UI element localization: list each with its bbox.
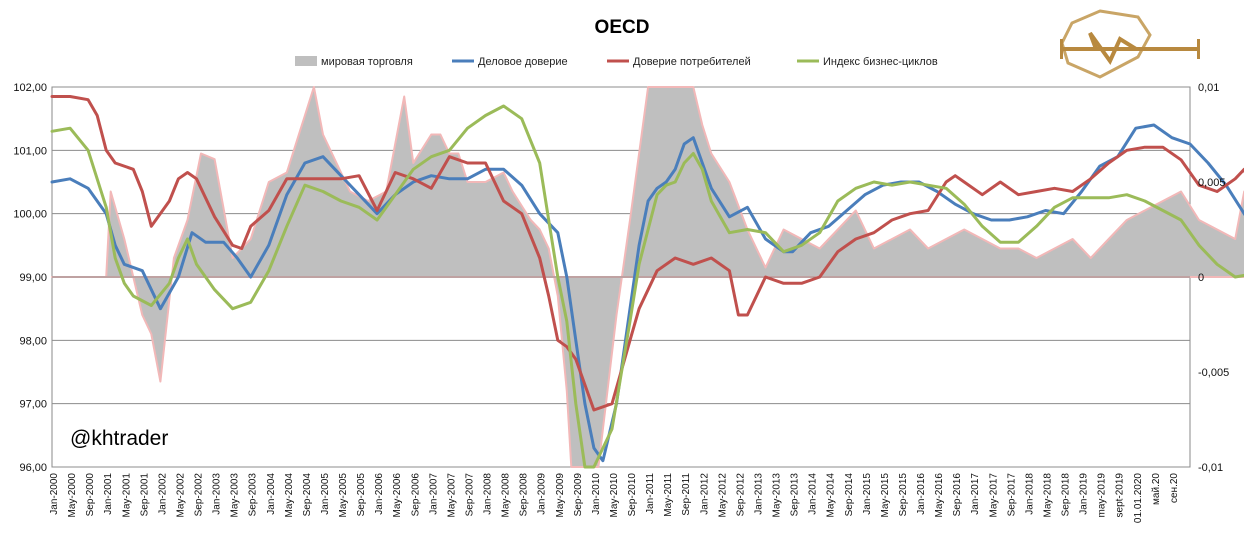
x-tick-label: May-2000 <box>67 473 78 518</box>
y-right-tick-label: -0,005 <box>1198 367 1229 379</box>
y-right-tick-label: -0,01 <box>1198 462 1223 474</box>
x-tick-label: Jan-2019 <box>1079 473 1090 515</box>
x-tick-label: Sep-2010 <box>627 473 638 517</box>
x-tick-label: Sep-2012 <box>735 473 746 517</box>
x-tick-label: May-2007 <box>446 473 457 518</box>
x-tick-label: Jan-2009 <box>537 473 548 515</box>
x-tick-label: Sep-2013 <box>790 473 801 517</box>
x-tick-label: Sep-2004 <box>302 473 313 517</box>
x-tick-label: Jan-2008 <box>483 473 494 515</box>
x-tick-label: Jan-2017 <box>970 473 981 515</box>
x-tick-label: May-2018 <box>1043 473 1054 518</box>
x-tick-label: May-2009 <box>555 473 566 518</box>
y-left-tick-label: 97,00 <box>19 399 47 411</box>
x-tick-label: Jan-2016 <box>916 473 927 515</box>
x-tick-label: May-2016 <box>934 473 945 518</box>
x-tick-label: May-2002 <box>175 473 186 518</box>
x-tick-label: May-2006 <box>392 473 403 518</box>
x-tick-label: May-2004 <box>284 473 295 518</box>
legend-label: мировая торговля <box>321 56 413 68</box>
x-tick-label: Jan-2007 <box>428 473 439 515</box>
y-left-tick-label: 99,00 <box>19 272 47 284</box>
logo-emblem-icon <box>1060 9 1200 79</box>
x-tick-label: Sep-2001 <box>139 473 150 517</box>
y-left-tick-label: 102,00 <box>13 82 47 94</box>
y-axis-left: 96,00 97,00 98,00 99,00 100,00 101,00 102,00 <box>13 82 47 474</box>
y-left-tick-label: 98,00 <box>19 335 47 347</box>
x-tick-label: Sep-2011 <box>681 473 692 516</box>
x-tick-label: Jan-2004 <box>266 473 277 515</box>
x-tick-label: Jan-2001 <box>103 473 114 515</box>
x-tick-label: May-2015 <box>880 473 891 518</box>
x-tick-label: Jan-2010 <box>591 473 602 515</box>
x-tick-label: Jan-2006 <box>374 473 385 515</box>
area-series-layer <box>51 86 1244 468</box>
chart-title: OECD <box>595 17 650 38</box>
x-tick-label: Jan-2011 <box>645 473 656 514</box>
legend-label: Деловое доверие <box>478 56 568 68</box>
y-right-tick-label: 0 <box>1198 272 1204 284</box>
x-tick-label: May-2005 <box>338 473 349 518</box>
legend-label: Доверие потребителей <box>633 56 751 68</box>
x-tick-label: Sep-2018 <box>1061 473 1072 517</box>
x-tick-label: Sep-2014 <box>844 473 855 517</box>
x-tick-label: Jan-2003 <box>212 473 223 515</box>
x-tick-label: Jan-2012 <box>699 473 710 515</box>
x-tick-label: 01.01.2020 <box>1133 473 1144 523</box>
x-tick-label: sept-2019 <box>1115 473 1126 518</box>
x-tick-label: May-2003 <box>230 473 241 518</box>
x-tick-label: сен.20 <box>1169 473 1180 503</box>
x-tick-label: May-2011 <box>663 473 674 517</box>
y-left-tick-label: 100,00 <box>13 209 47 221</box>
x-tick-label: May-2010 <box>609 473 620 518</box>
x-tick-label: Sep-2000 <box>85 473 96 517</box>
x-tick-label: may-2019 <box>1097 473 1108 518</box>
y-right-tick-label: 0,01 <box>1198 82 1219 94</box>
x-tick-label: Sep-2006 <box>410 473 421 517</box>
x-tick-label: May-2008 <box>501 473 512 518</box>
x-tick-label: Sep-2002 <box>194 473 205 517</box>
y-axis-right: -0,01 -0,005 0 0,005 0,01 <box>1198 82 1229 474</box>
x-tick-label: май.20 <box>1151 473 1162 505</box>
x-tick-label: Sep-2008 <box>519 473 530 517</box>
x-tick-label: Jan-2015 <box>862 473 873 515</box>
x-tick-label: May-2013 <box>772 473 783 518</box>
x-tick-label: Jan-2000 <box>49 473 60 515</box>
x-tick-label: May-2012 <box>717 473 728 518</box>
x-tick-label: Jan-2018 <box>1024 473 1035 515</box>
x-tick-label: Sep-2007 <box>465 473 476 517</box>
y-left-tick-label: 96,00 <box>19 462 47 474</box>
y-right-tick-label: 0,005 <box>1198 177 1226 189</box>
x-tick-label: Sep-2005 <box>356 473 367 517</box>
line-series <box>50 104 1244 469</box>
legend: мировая торговля Деловое доверие Доверие п… <box>295 56 938 68</box>
x-tick-label: Sep-2003 <box>248 473 259 517</box>
watermark-text: @khtrader <box>70 427 168 450</box>
x-tick-label: Jan-2013 <box>754 473 765 515</box>
legend-label: Индекс бизнес-циклов <box>823 56 938 68</box>
y-left-tick-label: 101,00 <box>13 145 47 157</box>
x-tick-label: Jan-2014 <box>808 473 819 515</box>
x-axis: Jan-2000 May-2000 Sep-2000 Jan-2001 May-2001… <box>49 473 1180 524</box>
x-tick-label: Sep-2015 <box>898 473 909 517</box>
line-series <box>50 95 1244 412</box>
x-tick-label: May-2014 <box>826 473 837 518</box>
x-tick-label: Jan-2005 <box>320 473 331 515</box>
legend-swatch <box>295 56 317 66</box>
x-tick-label: Sep-2017 <box>1006 473 1017 517</box>
x-tick-label: Sep-2009 <box>573 473 584 517</box>
x-tick-label: Sep-2016 <box>952 473 963 517</box>
line-series-layer <box>50 95 1244 469</box>
x-tick-label: May-2017 <box>988 473 999 518</box>
x-tick-label: Jan-2002 <box>157 473 168 515</box>
x-tick-label: May-2001 <box>121 473 132 518</box>
